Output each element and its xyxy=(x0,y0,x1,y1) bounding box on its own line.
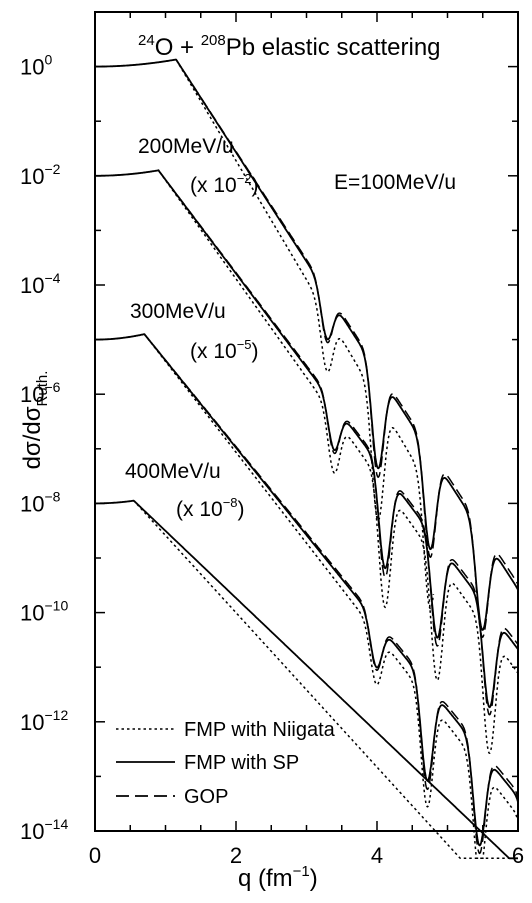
chart-title: 24O + 208Pb elastic scattering xyxy=(138,32,441,61)
y-tick-label: 10−14 xyxy=(20,816,68,844)
legend-label-niigata: FMP with Niigata xyxy=(184,719,336,741)
x-tick-label: 2 xyxy=(230,843,242,868)
title-mass-b: 208 xyxy=(201,32,226,49)
energy-label-100: E=100MeV/u xyxy=(334,171,456,194)
scale-label-300: (x 10−5) xyxy=(190,337,259,363)
curve-300mev-u-dotted xyxy=(95,333,519,860)
y-tick-label: 10−8 xyxy=(20,488,61,516)
energy-label-400: 400MeV/u xyxy=(125,460,221,483)
x-tick-label: 0 xyxy=(89,843,101,868)
x-axis-label: q (fm−1) xyxy=(238,863,318,892)
title-elem-b: Pb elastic scattering xyxy=(226,34,441,61)
energy-label-200: 200MeV/u xyxy=(138,135,234,158)
x-tick-label: 6 xyxy=(512,843,524,868)
curve-400mev-u-solid xyxy=(95,499,518,860)
energy-label-300: 300MeV/u xyxy=(130,300,226,323)
y-axis-label: dσ/dσRuth. xyxy=(19,371,51,470)
curve-e-100mev-u-dashed xyxy=(95,58,519,639)
curves xyxy=(95,58,519,860)
y-tick-label: 10−4 xyxy=(20,270,61,298)
plot-frame xyxy=(94,11,519,832)
curve-200mev-u-dashed xyxy=(95,169,519,716)
curve-300mev-u-solid xyxy=(95,333,519,847)
title-mass-a: 24 xyxy=(138,32,155,49)
legend-label-sp: FMP with SP xyxy=(184,752,299,774)
legend-label-gop: GOP xyxy=(184,786,228,808)
scale-label-200: (x 10−2) xyxy=(190,171,259,197)
x-tick-label: 4 xyxy=(371,843,383,868)
y-tick-label: 10−6 xyxy=(20,379,61,407)
curve-300mev-u-dashed xyxy=(95,333,519,855)
y-tick-label: 100 xyxy=(20,52,52,80)
title-plus: + xyxy=(173,34,200,61)
tick-labels: 0 2 4 6 100 10−2 10−4 10−6 10−8 10−10 10−12 10−14 xyxy=(20,52,524,868)
y-tick-label: 10−10 xyxy=(20,598,68,626)
curve-200mev-u-dotted xyxy=(95,169,519,755)
title-elem-a: O xyxy=(155,34,174,61)
y-tick-label: 10−2 xyxy=(20,161,61,189)
scale-label-400: (x 10−8) xyxy=(176,495,245,521)
legend: FMP with Niigata FMP with SP GOP xyxy=(116,719,336,808)
curve-400mev-u-dotted xyxy=(95,499,518,860)
curve-200mev-u-solid xyxy=(95,169,519,709)
y-tick-label: 10−12 xyxy=(20,707,68,735)
